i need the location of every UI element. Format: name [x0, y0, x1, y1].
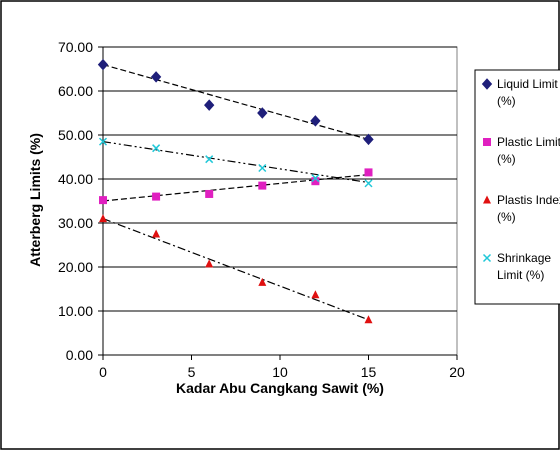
- legend-label-plastic-limit-0: Plastic Limit: [497, 135, 560, 149]
- y-tick-label-2: 20.00: [58, 259, 93, 275]
- legend-label-shrinkage-1: Limit (%): [497, 268, 544, 282]
- legend-label-liquid-limit-1: (%): [497, 94, 516, 108]
- x-tick-label-1: 5: [188, 364, 196, 380]
- x-tick-label-2: 10: [272, 364, 288, 380]
- legend-label-liquid-limit-0: Liquid Limit: [497, 77, 558, 91]
- point-plastic-limit-0: [99, 196, 107, 204]
- legend-marker-plastic-limit: [483, 138, 491, 146]
- legend-label-plastis-index-0: Plastis Index: [497, 193, 560, 207]
- legend-label-shrinkage-0: Shrinkage: [497, 251, 551, 265]
- legend-label-plastic-limit-1: (%): [497, 152, 516, 166]
- y-tick-label-4: 40.00: [58, 171, 93, 187]
- legend-label-plastis-index-1: (%): [497, 210, 516, 224]
- y-tick-label-6: 60.00: [58, 83, 93, 99]
- point-plastic-limit-3: [258, 182, 266, 190]
- point-plastic-limit-5: [365, 168, 373, 176]
- x-tick-label-3: 15: [361, 364, 377, 380]
- x-tick-label-4: 20: [449, 364, 465, 380]
- point-plastic-limit-2: [205, 190, 213, 198]
- y-tick-label-3: 30.00: [58, 215, 93, 231]
- y-tick-label-1: 10.00: [58, 303, 93, 319]
- x-tick-label-0: 0: [99, 364, 107, 380]
- y-tick-label-7: 70.00: [58, 39, 93, 55]
- y-tick-label-5: 50.00: [58, 127, 93, 143]
- point-plastic-limit-1: [152, 193, 160, 201]
- y-tick-label-0: 0.00: [66, 347, 93, 363]
- plot-area: [103, 47, 457, 355]
- x-axis-title: Kadar Abu Cangkang Sawit (%): [176, 380, 384, 396]
- y-axis-title: Atterberg Limits (%): [27, 133, 43, 267]
